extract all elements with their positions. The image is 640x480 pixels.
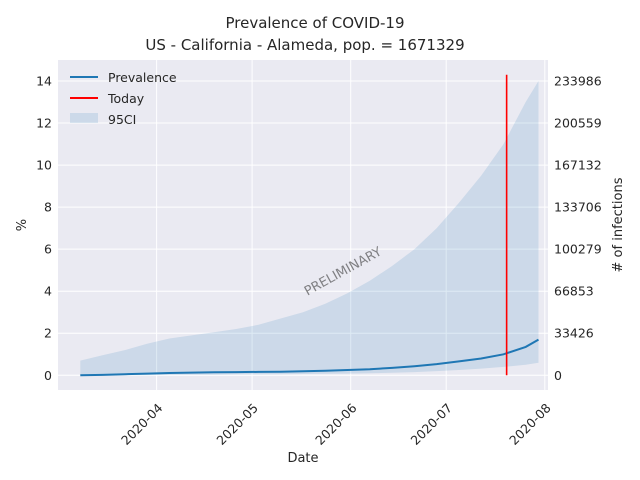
y-right-tick-labels: 0 33426 66853 100279 133706 167132 200559 23398… xyxy=(554,74,602,383)
y-axis-label: % xyxy=(15,219,30,231)
y-tick-label: 4 xyxy=(44,284,52,299)
y-right-tick-label: 100279 xyxy=(554,242,602,257)
y-right-axis-label: # of infections xyxy=(611,177,626,272)
legend-prevalence-label: Prevalence xyxy=(108,70,177,85)
y-tick-label: 0 xyxy=(44,368,52,383)
ci-band-area xyxy=(80,81,539,376)
x-tick-labels: 2020-04 2020-05 2020-06 2020-07 2020-08 xyxy=(118,400,554,448)
x-tick-label: 2020-05 xyxy=(213,400,261,448)
y-tick-label: 6 xyxy=(44,242,52,257)
x-axis-label: Date xyxy=(287,451,318,466)
y-tick-label: 8 xyxy=(44,200,52,215)
prevalence-series xyxy=(80,338,539,377)
legend-ci-label: 95CI xyxy=(108,112,136,127)
y-tick-label: 12 xyxy=(36,116,52,131)
chart-subtitle: US - California - Alameda, pop. = 167132… xyxy=(145,36,464,54)
y-right-tick-label: 33426 xyxy=(554,326,594,341)
y-right-tick-label: 66853 xyxy=(554,284,594,299)
y-tick-labels: 0 2 4 6 8 10 12 14 xyxy=(36,74,52,383)
y-right-tick-label: 233986 xyxy=(554,74,602,89)
gridlines xyxy=(58,60,548,390)
x-tick-label: 2020-04 xyxy=(118,400,166,448)
legend: Prevalence Today 95CI xyxy=(70,70,177,127)
y-right-tick-label: 133706 xyxy=(554,200,602,215)
y-tick-label: 2 xyxy=(44,326,52,341)
y-tick-label: 14 xyxy=(36,74,52,89)
y-right-tick-label: 0 xyxy=(554,368,562,383)
prevalence-line xyxy=(80,338,539,377)
x-tick-label: 2020-06 xyxy=(312,400,360,448)
confidence-band xyxy=(80,81,539,376)
x-tick-label: 2020-07 xyxy=(408,400,456,448)
y-right-tick-label: 200559 xyxy=(554,116,602,131)
chart-title: Prevalence of COVID-19 xyxy=(225,14,404,32)
y-tick-label: 10 xyxy=(36,158,52,173)
legend-today-label: Today xyxy=(107,91,145,106)
legend-ci-swatch xyxy=(70,113,98,123)
x-tick-label: 2020-08 xyxy=(506,400,554,448)
y-right-tick-label: 167132 xyxy=(554,158,602,173)
plot-area xyxy=(58,60,548,390)
